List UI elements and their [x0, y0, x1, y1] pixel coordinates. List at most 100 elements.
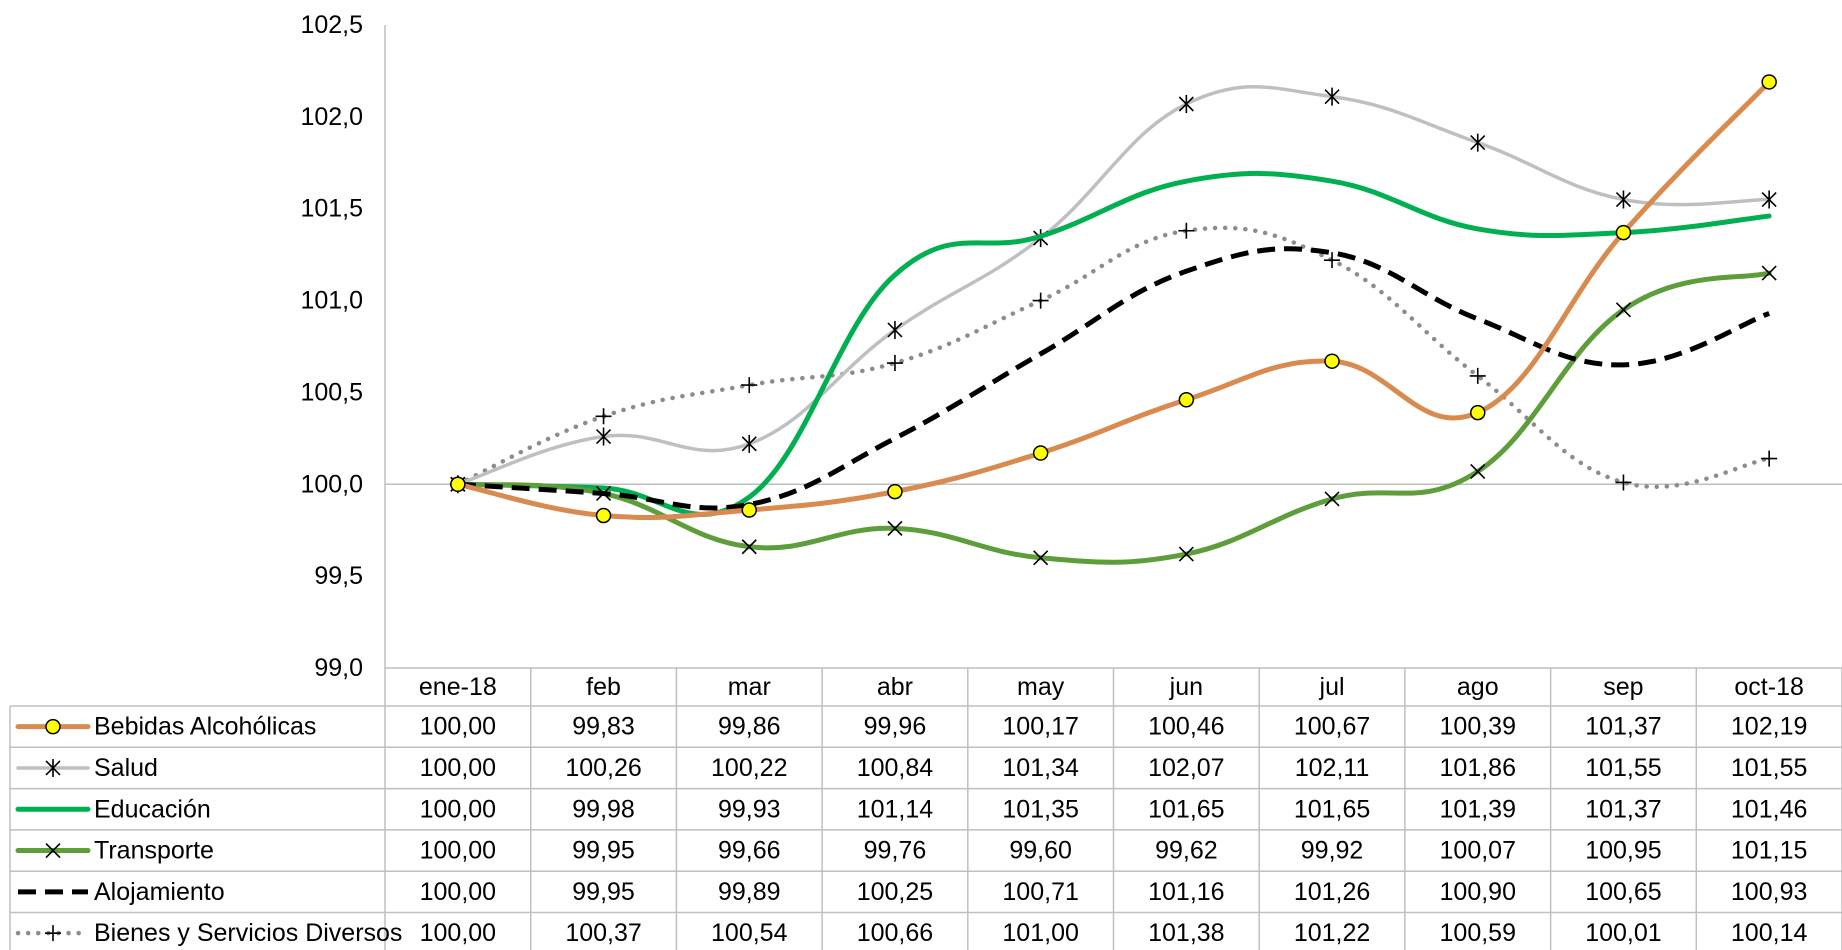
data-point-3-2-shape: [741, 539, 757, 555]
table-cell-value: 100,66: [857, 919, 933, 947]
data-point-0-8: [1615, 224, 1632, 241]
series-line-3: [455, 270, 1772, 565]
data-point-3-7-shape: [1470, 463, 1486, 479]
data-point-5-3: [886, 355, 903, 372]
legend-key-marker-5: [45, 925, 61, 942]
table-cell-value: 101,37: [1585, 795, 1661, 823]
data-point-0-1: [595, 507, 612, 524]
data-point-5-5-shape: [1178, 222, 1195, 239]
data-point-0-5: [1178, 392, 1195, 408]
table-cell-value: 102,11: [1295, 754, 1370, 782]
data-point-1-1-shape: [595, 427, 612, 446]
data-point-1-8: [1615, 190, 1632, 209]
table-cell-value: 100,54: [711, 919, 788, 947]
table-cell-value: 101,35: [1002, 795, 1078, 823]
data-point-1-6: [1324, 87, 1340, 106]
x-tick-label: ene-18: [419, 673, 497, 701]
table-cell-value: 100,37: [565, 919, 641, 947]
table-cell-value: 101,46: [1731, 795, 1807, 823]
table-cell-value: 100,59: [1440, 919, 1516, 947]
table-cell-value: 100,01: [1585, 919, 1661, 947]
legend-label: Bienes y Servicios Diversos: [94, 919, 402, 947]
data-point-0-4: [1032, 445, 1049, 461]
axis-layer: 99,0 99,5 100,0 100,5 101,0 101,5 102,0 102,5: [300, 11, 1842, 682]
data-point-0-5-shape: [1178, 392, 1195, 408]
data-point-0-8-shape: [1615, 224, 1632, 241]
table-cell-value: 99,83: [572, 713, 635, 741]
table-cell-value: 101,65: [1294, 795, 1370, 823]
data-point-3-7: [1470, 463, 1486, 479]
data-point-1-5-shape: [1178, 94, 1194, 113]
table-cell-value: 99,62: [1155, 837, 1218, 865]
table-cell-value: 99,98: [572, 795, 635, 823]
legend-key-marker-3-shape: [45, 842, 61, 859]
table-cell-value: 100,84: [857, 754, 934, 782]
data-point-0-6-shape: [1324, 353, 1340, 369]
table-cell-value: 101,55: [1731, 754, 1807, 782]
data-point-5-6: [1324, 252, 1341, 269]
table-cell-value: 99,95: [572, 837, 635, 865]
y-tick-label: 101,5: [300, 195, 363, 223]
data-point-5-6-shape: [1324, 252, 1341, 269]
data-point-1-7-shape: [1470, 133, 1486, 152]
table-cell-value: 100,46: [1148, 713, 1224, 741]
series-line-0: [455, 79, 1772, 520]
table-cell-value: 100,67: [1294, 713, 1370, 741]
series-line-1: [456, 84, 1771, 487]
data-point-1-9: [1761, 190, 1777, 209]
data-point-3-5: [1178, 546, 1194, 562]
data-point-0-9-shape: [1761, 74, 1777, 90]
data-point-0-0: [450, 476, 466, 493]
table-cell-value: 99,92: [1301, 837, 1364, 865]
data-point-3-3-shape: [887, 520, 903, 536]
data-point-1-3: [887, 320, 903, 339]
table-cell-value: 100,71: [1002, 878, 1078, 906]
legend-label: Educación: [94, 795, 211, 823]
data-point-3-3: [887, 520, 903, 536]
y-tick-label: 100,5: [300, 378, 363, 406]
data-point-1-7: [1470, 133, 1486, 152]
table-cell-value: 101,00: [1002, 919, 1078, 947]
x-tick-label: sep: [1603, 673, 1643, 701]
series-4: [457, 246, 1770, 511]
series-0: [450, 74, 1777, 524]
data-point-3-9-shape: [1761, 265, 1777, 281]
table-cell-value: 101,34: [1002, 754, 1079, 782]
data-point-0-3-shape: [887, 483, 903, 500]
y-tick-label: 99,0: [314, 654, 363, 682]
data-point-5-9: [1761, 450, 1778, 467]
data-point-3-6: [1324, 491, 1340, 507]
series-layer: [449, 74, 1778, 566]
y-tick-label: 99,5: [314, 562, 363, 590]
table-cell-value: 101,38: [1148, 919, 1224, 947]
x-tick-label: feb: [586, 673, 621, 701]
data-point-5-7-shape: [1469, 367, 1486, 384]
data-point-5-8: [1615, 474, 1632, 491]
table-cell-value: 101,39: [1440, 795, 1516, 823]
data-point-5-2-shape: [741, 377, 758, 394]
data-point-0-1-shape: [595, 507, 612, 524]
x-tick-label: may: [1017, 673, 1065, 701]
data-point-0-7: [1470, 404, 1486, 421]
legend-key-marker-1: [45, 758, 61, 777]
table-cell-value: 100,00: [420, 713, 496, 741]
legend-key-marker-5-shape: [45, 925, 61, 942]
table-cell-value: 101,14: [857, 795, 934, 823]
table-cell-value: 100,00: [420, 795, 496, 823]
table-cell-value: 99,96: [864, 713, 927, 741]
data-point-5-2: [741, 377, 758, 394]
data-table: ene-18 feb mar abr may jun jul ago sep oct-18 Bebi…: [9, 667, 1842, 950]
table-cell-value: 100,65: [1585, 878, 1661, 906]
legend-label: Transporte: [94, 837, 214, 865]
legend-key-marker-3: [45, 842, 61, 859]
data-point-1-1: [595, 427, 612, 446]
data-point-0-0-shape: [450, 476, 466, 493]
legend-label: Salud: [94, 754, 158, 782]
table-cell-value: 101,37: [1585, 713, 1661, 741]
table-cell-value: 99,95: [572, 878, 635, 906]
data-point-3-5-shape: [1178, 546, 1194, 562]
table-cell-value: 99,76: [864, 837, 927, 865]
series-line-4: [457, 246, 1770, 511]
data-point-1-2-shape: [741, 434, 757, 453]
table-cell-value: 102,07: [1148, 754, 1224, 782]
